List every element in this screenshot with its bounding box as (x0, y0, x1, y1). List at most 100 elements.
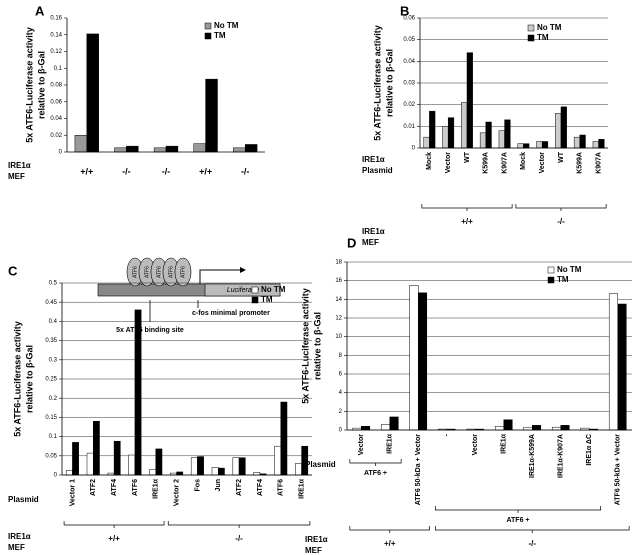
bar (74, 135, 88, 153)
bar (409, 285, 419, 431)
y-axis-label: 5x ATF6-Luciferase activity (12, 321, 22, 437)
bar (447, 117, 455, 149)
bar (498, 130, 505, 149)
bar (560, 425, 570, 431)
y-tick-label: 0.25 (45, 377, 57, 383)
legend-swatch (547, 266, 555, 274)
x-tick-label: ATF2 (90, 479, 97, 496)
y-tick-label: 18 (335, 260, 342, 266)
bar (466, 52, 473, 149)
y-tick-label: 12 (335, 316, 342, 322)
x-tick-label: Vector (445, 152, 452, 174)
bar (423, 136, 430, 149)
group-title: IRE1α (362, 227, 385, 236)
bar (541, 141, 549, 149)
site-label: ATF6 (180, 266, 186, 278)
binding-label: 5x ATF6 binding site (116, 327, 184, 334)
legend-label: TM (261, 295, 273, 304)
x-tick-label: IRE1α (153, 478, 160, 499)
bar (86, 452, 94, 476)
bar (380, 424, 391, 431)
bracket (435, 526, 630, 533)
x-tick-label: -/- (241, 166, 250, 176)
legend-label: TM (537, 33, 549, 42)
bar (93, 420, 100, 476)
group-title: IRE1α (305, 535, 328, 544)
bar (523, 143, 530, 149)
y-tick-label: 0 (339, 428, 343, 434)
y-axis-label: 5x ATF6-Luciferase activity (24, 27, 34, 143)
x-tick-label: IRE1α-K599A (529, 434, 536, 478)
bar (211, 467, 219, 476)
panel-letter: B (400, 3, 409, 18)
chart-panel: C5x ATF6-Luciferase activity relative to … (8, 263, 312, 552)
x-tick-label: ATF6 50-kDa + Vector (415, 434, 422, 506)
chart-panel: B 5x ATF6-Luciferase activity relative to … (362, 3, 608, 247)
x-tick-label: ATF6 (132, 479, 139, 496)
y-tick-label: 0.04 (403, 59, 415, 65)
y-tick-label: 0.35 (45, 338, 57, 344)
bar (126, 145, 139, 153)
bracket (63, 521, 165, 528)
y-tick-label: 0.01 (403, 124, 415, 130)
legend-swatch (251, 296, 259, 304)
row-title: Plasmid (362, 166, 393, 175)
y-tick-label: 2 (339, 409, 343, 415)
x-tick-label: IRE1α (387, 433, 394, 454)
y-tick-label: 0 (54, 473, 58, 479)
x-tick-label: Mock (426, 152, 433, 170)
legend-swatch (527, 24, 535, 32)
x-tick-label: WT (558, 151, 565, 163)
legend-label: No TM (557, 265, 582, 274)
bar (176, 471, 184, 476)
bar (504, 119, 511, 149)
y-tick-label: 0.02 (50, 133, 62, 139)
y-tick-label: 16 (335, 278, 342, 284)
legend-label: TM (214, 31, 226, 40)
y-tick-label: 0.1 (49, 434, 58, 440)
group-label: +/+ (384, 539, 396, 548)
bar (479, 132, 487, 149)
row-title: Plasmid (8, 495, 39, 504)
bar (114, 147, 127, 153)
y-tick-label: 0.5 (49, 281, 58, 287)
bracket (515, 204, 607, 211)
y-tick-label: 0 (412, 146, 416, 152)
site-label: ATF6 (144, 266, 150, 278)
bar (485, 121, 492, 149)
x-tick-label: Vector 2 (173, 479, 180, 506)
group-label: +/+ (108, 534, 120, 543)
y-axis-label: relative to β-Gal (384, 49, 394, 117)
site-label: ATF6 (132, 266, 138, 278)
site-label: ATF6 (156, 266, 162, 278)
bar (128, 454, 136, 476)
bar (503, 419, 513, 431)
x-tick-label: +/+ (80, 166, 93, 176)
row-title: Plasmid (305, 460, 336, 469)
y-tick-label: 0.02 (403, 102, 415, 108)
bracket (349, 526, 430, 533)
bar (238, 457, 246, 476)
legend-swatch (204, 22, 212, 30)
legend-swatch (251, 286, 259, 294)
arrow-head (240, 267, 246, 273)
x-tick-label: K907A (501, 152, 508, 174)
bar (165, 145, 179, 153)
y-tick-label: 8 (339, 353, 343, 359)
bar (253, 472, 261, 476)
bar (193, 143, 206, 153)
y-tick-label: 0.06 (50, 99, 62, 105)
luciferase-box (204, 283, 281, 297)
row-title: IRE1α (8, 161, 31, 170)
group-title: MEF (8, 543, 25, 552)
bar (86, 33, 99, 153)
x-tick-label: IRE1α-K907A (558, 434, 565, 478)
bar (274, 445, 281, 476)
legend-swatch (204, 32, 212, 40)
x-tick-label: K599A (483, 152, 490, 174)
legend-label: No TM (214, 21, 239, 30)
x-tick-label: -/- (162, 166, 171, 176)
subgroup-label: ATF6 + (506, 517, 529, 524)
bar (608, 293, 619, 431)
